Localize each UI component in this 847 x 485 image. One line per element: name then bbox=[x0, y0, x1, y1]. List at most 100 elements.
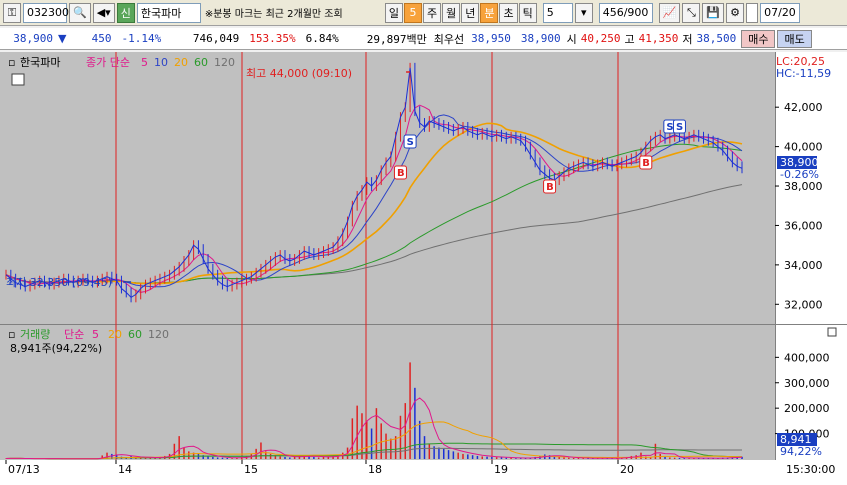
price-series bbox=[5, 62, 743, 303]
high-label: 고 bbox=[624, 32, 635, 46]
current-change-tag: -0.26% bbox=[780, 168, 819, 181]
stock-name-field[interactable]: 한국파마 bbox=[136, 2, 201, 23]
notice-text: ※분봉 마크는 최근 2개월만 조회 bbox=[204, 9, 343, 20]
x-label-2: 15 bbox=[244, 463, 258, 476]
volume-legend-type: 단순 bbox=[64, 328, 84, 341]
volume-ma-5-line bbox=[5, 397, 743, 460]
volume-summary: 8,941주(94,22%) bbox=[10, 342, 102, 355]
count-value: 456 bbox=[602, 6, 624, 19]
high-price: 41,350 bbox=[638, 32, 679, 45]
period-button-4[interactable]: 년 bbox=[461, 2, 480, 23]
volume-ratio: 153.35% bbox=[249, 32, 296, 45]
period-button-7[interactable]: 틱 bbox=[518, 2, 537, 23]
price-legend-ma60: 60 bbox=[194, 56, 208, 69]
price-legend-name: 한국파마 bbox=[20, 56, 60, 69]
table-grid-icon[interactable] bbox=[11, 73, 25, 86]
date-input[interactable]: 07/20 bbox=[760, 2, 801, 23]
open-price: 40,250 bbox=[580, 32, 621, 45]
market-badge-text: 신 bbox=[120, 6, 131, 20]
stock-code-input[interactable]: 032300 bbox=[23, 2, 69, 23]
price-tick-label-2: 38,000 bbox=[784, 180, 823, 193]
count-input[interactable]: 456 /900 bbox=[598, 2, 653, 23]
close-panel-icon[interactable] bbox=[827, 327, 837, 337]
turnover: 6.84% bbox=[305, 32, 339, 45]
volume-legend-ma20: 20 bbox=[108, 328, 122, 341]
price-change: 450 bbox=[91, 32, 112, 45]
period-button-1[interactable]: 5 bbox=[403, 2, 422, 23]
price-legend-ma20: 20 bbox=[174, 56, 188, 69]
period-button-3[interactable]: 월 bbox=[442, 2, 461, 23]
volume-tick-label-2: 200,000 bbox=[784, 402, 830, 415]
price-y-axis: 42,000 40,000 38,000 36,000 34,000 32,000 bbox=[775, 101, 823, 311]
marker-box-1 bbox=[393, 165, 407, 180]
down-arrow-icon: ▼ bbox=[58, 32, 67, 45]
period-button-6[interactable]: 초 bbox=[499, 2, 518, 23]
ma-5-line bbox=[5, 104, 743, 293]
volume-legend-ma60: 60 bbox=[128, 328, 142, 341]
volume-tick-label-0: 400,000 bbox=[784, 351, 830, 364]
interval-value: 5 bbox=[546, 6, 554, 19]
magnifier-icon[interactable]: 🔍 bbox=[69, 2, 91, 23]
low-label: 저 bbox=[682, 32, 693, 46]
price-legend-ma120: 120 bbox=[214, 56, 235, 69]
count-max: /900 bbox=[623, 6, 649, 19]
price-panel-bg bbox=[0, 52, 775, 324]
gear-icon[interactable]: ⚙ bbox=[726, 2, 745, 23]
buy-button[interactable]: 매수 bbox=[741, 29, 776, 48]
current-volume-tag: 8,941 bbox=[780, 433, 812, 446]
price-axis-bg bbox=[775, 52, 847, 324]
x-axis-bg bbox=[0, 460, 847, 485]
current-volume-tag-bg bbox=[777, 433, 817, 446]
chevron-down-icon[interactable]: ▾ bbox=[574, 2, 593, 23]
current-price-tag-bg bbox=[777, 156, 817, 169]
x-label-5: 20 bbox=[620, 463, 634, 476]
best-ask-label: 최우선 bbox=[433, 32, 465, 46]
open-label: 시 bbox=[566, 32, 577, 46]
volume-legend-ma120: 120 bbox=[148, 328, 169, 341]
toolbar: ⚿ 032300 🔍 ◀▾ 신 한국파마 ※분봉 마크는 최근 2개월만 조회 … bbox=[0, 0, 847, 26]
volume-value: 746,049 bbox=[192, 32, 240, 45]
trend-line-icon[interactable]: ⤡ bbox=[682, 2, 701, 23]
volume-panel-bg bbox=[0, 325, 775, 460]
price-tick-label-4: 34,000 bbox=[784, 259, 823, 272]
buy-marker-3: B bbox=[642, 158, 650, 169]
lc-label: LC:20,25 bbox=[776, 55, 825, 68]
buy-marker-1: B bbox=[397, 168, 405, 179]
period-button-0[interactable]: 일 bbox=[384, 2, 403, 23]
x-label-3: 18 bbox=[368, 463, 382, 476]
stock-name-value: 한국파마 bbox=[140, 6, 182, 20]
speaker-icon[interactable]: ◀▾ bbox=[92, 2, 115, 23]
sell-button[interactable]: 매도 bbox=[777, 29, 812, 48]
price-close-line bbox=[5, 67, 743, 299]
best-ask: 38,950 bbox=[471, 32, 511, 45]
volume-ma-20-line bbox=[5, 421, 742, 460]
price-legend-type: 종가 단순 bbox=[86, 56, 130, 69]
period-button-2[interactable]: 주 bbox=[422, 2, 442, 23]
chart-tool-icon[interactable]: 📈 bbox=[658, 2, 681, 23]
min-annotation: 최저 32,350 (09:45) bbox=[6, 276, 112, 289]
date-value: 07/20 bbox=[764, 6, 796, 19]
buy-marker-2: B bbox=[546, 182, 554, 193]
current-price-tag: 38,900 bbox=[780, 156, 819, 169]
save-icon[interactable]: 💾 bbox=[702, 2, 725, 23]
price-tick-label-0: 42,000 bbox=[784, 101, 823, 114]
max-annotation: 최고 44,000 (09:10) bbox=[246, 67, 352, 80]
best-bid: 38,900 bbox=[520, 32, 561, 45]
interval-select[interactable]: 5 bbox=[542, 2, 573, 23]
period-button-5[interactable]: 분 bbox=[480, 2, 499, 23]
low-price: 38,500 bbox=[696, 32, 737, 45]
price-change-pct: -1.14% bbox=[121, 32, 162, 45]
x-axis-time: 15:30:00 bbox=[786, 463, 835, 476]
current-pct-tag: 94,22% bbox=[780, 445, 822, 458]
price-tick-label-3: 36,000 bbox=[784, 219, 823, 232]
sell-marker-0: S bbox=[407, 137, 414, 148]
price-legend-ma10: 10 bbox=[154, 56, 168, 69]
lock-icon[interactable]: ⚿ bbox=[3, 2, 21, 23]
sell-marker-5: S bbox=[676, 122, 683, 133]
hc-label: HC:-11,59 bbox=[776, 67, 831, 80]
marker-box-2 bbox=[543, 179, 557, 194]
date-checkbox[interactable] bbox=[746, 2, 759, 23]
stock-code-value: 032300 bbox=[27, 6, 69, 19]
